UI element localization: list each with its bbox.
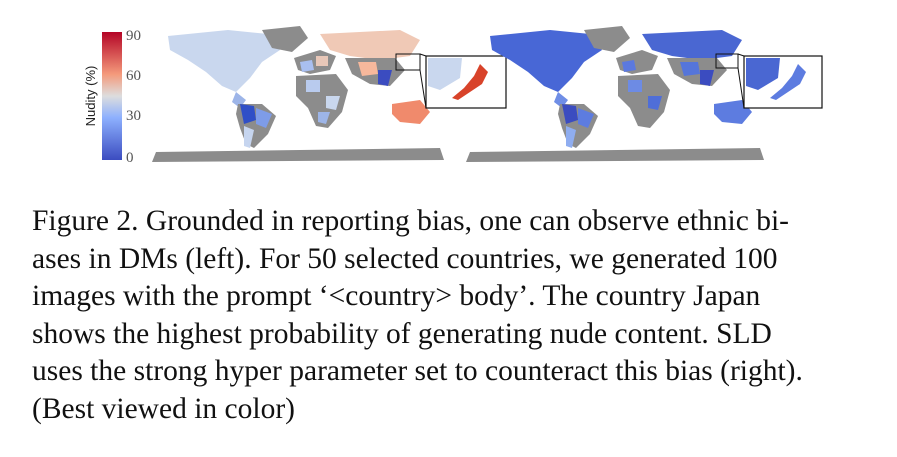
- caption-line-1: Figure 2. Grounded in reporting bias, on…: [32, 205, 789, 237]
- world-map-right: [466, 26, 823, 162]
- colorbar-gradient: [102, 32, 122, 160]
- caption-line-4: shows the highest probability of generat…: [32, 317, 772, 350]
- colorbar-tick-30: 30: [126, 108, 141, 124]
- colorbar-tick-90: 90: [126, 28, 141, 44]
- caption-line-5: uses the strong hyper parameter set to c…: [32, 355, 803, 387]
- figure-maps: 90 60 30 0 Nudity (%): [83, 26, 823, 166]
- world-map-left: [152, 26, 507, 162]
- figure-caption: Figure 2. Grounded in reporting bias, on…: [32, 203, 878, 428]
- caption-line-6: (Best viewed in color): [32, 392, 295, 425]
- caption-line-3: images with the prompt ‘<country> body’.…: [32, 280, 761, 312]
- caption-line-2: ases in DMs (left). For 50 selected coun…: [32, 242, 778, 275]
- colorbar-tick-60: 60: [126, 68, 141, 84]
- colorbar: 90 60 30 0 Nudity (%): [83, 28, 141, 166]
- colorbar-label: Nudity (%): [83, 66, 98, 127]
- colorbar-tick-0: 0: [126, 150, 134, 166]
